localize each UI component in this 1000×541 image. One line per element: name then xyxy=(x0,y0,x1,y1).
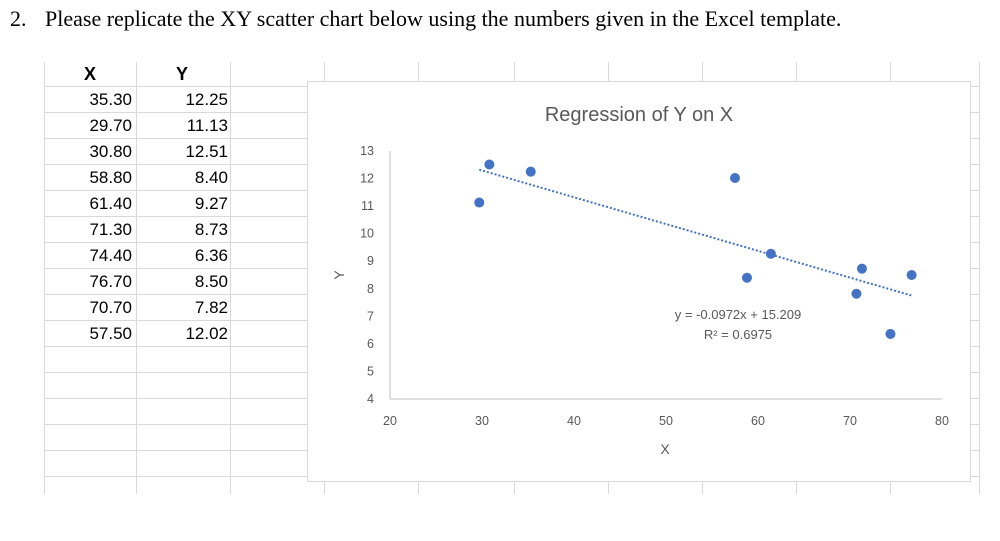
data-point[interactable] xyxy=(525,166,536,177)
data-point[interactable] xyxy=(765,248,776,259)
data-point[interactable] xyxy=(474,197,485,208)
scatter-chart[interactable]: Regression of Y on X 4 5 6 7 8 9 10 11 12 13 20 30… xyxy=(307,81,971,482)
data-point[interactable] xyxy=(851,288,862,299)
data-point[interactable] xyxy=(885,328,896,339)
x-tick-label: 50 xyxy=(659,414,673,428)
y-tick-label: 9 xyxy=(367,254,374,268)
trendline xyxy=(478,168,912,297)
x-tick-label: 70 xyxy=(843,414,857,428)
x-tick-label: 60 xyxy=(751,414,765,428)
table-cell-x[interactable]: 70.70 xyxy=(89,298,132,317)
table-cell-x[interactable]: 74.40 xyxy=(89,246,132,265)
question-text: Please replicate the XY scatter chart be… xyxy=(45,6,842,31)
y-tick-label: 6 xyxy=(367,337,374,351)
table-cell-x[interactable]: 29.70 xyxy=(89,116,132,135)
table-cell-x[interactable]: 30.80 xyxy=(89,142,132,161)
data-point[interactable] xyxy=(741,272,752,283)
table-cell-x[interactable]: 76.70 xyxy=(89,272,132,291)
x-tick-label: 40 xyxy=(567,414,581,428)
table-cell-y[interactable]: 8.40 xyxy=(194,168,228,187)
table-cell-x[interactable]: 61.40 xyxy=(89,194,132,213)
data-point[interactable] xyxy=(906,270,917,280)
table-cell-y[interactable]: 12.25 xyxy=(185,90,228,109)
y-tick-labels: 4 5 6 7 8 9 10 11 12 13 xyxy=(360,144,374,406)
x-tick-label: 80 xyxy=(935,414,949,428)
y-axis-label: Y xyxy=(331,270,347,280)
table-cell-y[interactable]: 12.51 xyxy=(185,142,228,161)
table-cell-x[interactable]: 71.30 xyxy=(89,220,132,239)
column-header-x[interactable]: X xyxy=(83,64,96,84)
y-tick-label: 8 xyxy=(367,282,374,296)
table-cell-y[interactable]: 9.27 xyxy=(194,194,228,213)
table-cell-x[interactable]: 35.30 xyxy=(89,90,132,109)
chart-svg: Regression of Y on X 4 5 6 7 8 9 10 11 12 13 20 30… xyxy=(331,104,949,457)
table-cell-y[interactable]: 12.02 xyxy=(185,324,228,343)
chart-title: Regression of Y on X xyxy=(545,104,733,126)
y-tick-label: 7 xyxy=(367,309,374,323)
table-cell-y[interactable]: 11.13 xyxy=(186,116,228,135)
x-tick-label: 30 xyxy=(475,414,489,428)
x-axis-label: X xyxy=(660,441,670,457)
grid-column-line xyxy=(230,62,231,494)
table-cell-y[interactable]: 7.82 xyxy=(194,298,228,317)
question-number: 2. xyxy=(10,6,27,31)
data-points xyxy=(474,159,917,339)
table-cell-y[interactable]: 8.73 xyxy=(194,220,228,239)
y-tick-label: 10 xyxy=(360,227,374,241)
grid-column-line xyxy=(979,62,980,494)
grid-column-line xyxy=(44,62,45,494)
y-tick-label: 4 xyxy=(367,392,374,406)
table-cell-y[interactable]: 6.36 xyxy=(194,246,228,265)
y-tick-label: 11 xyxy=(361,199,374,213)
y-tick-label: 13 xyxy=(360,144,374,158)
y-tick-label: 12 xyxy=(360,172,374,186)
data-point[interactable] xyxy=(484,159,495,170)
chart-axes xyxy=(389,151,942,400)
table-cell-x[interactable]: 57.50 xyxy=(89,324,132,343)
data-point[interactable] xyxy=(856,263,867,274)
data-point[interactable] xyxy=(730,173,740,184)
table-cell-y[interactable]: 8.50 xyxy=(194,272,228,291)
grid-column-line xyxy=(136,62,137,494)
column-header-y[interactable]: Y xyxy=(175,64,188,84)
trendline-r-squared: R² = 0.6975 xyxy=(704,327,772,342)
x-tick-labels: 20 30 40 50 60 70 80 xyxy=(383,414,949,428)
trendline-equation: y = -0.0972x + 15.209 xyxy=(675,307,801,322)
table-cell-x[interactable]: 58.80 xyxy=(89,168,132,187)
y-tick-label: 5 xyxy=(367,364,374,378)
x-tick-label: 20 xyxy=(383,414,397,428)
